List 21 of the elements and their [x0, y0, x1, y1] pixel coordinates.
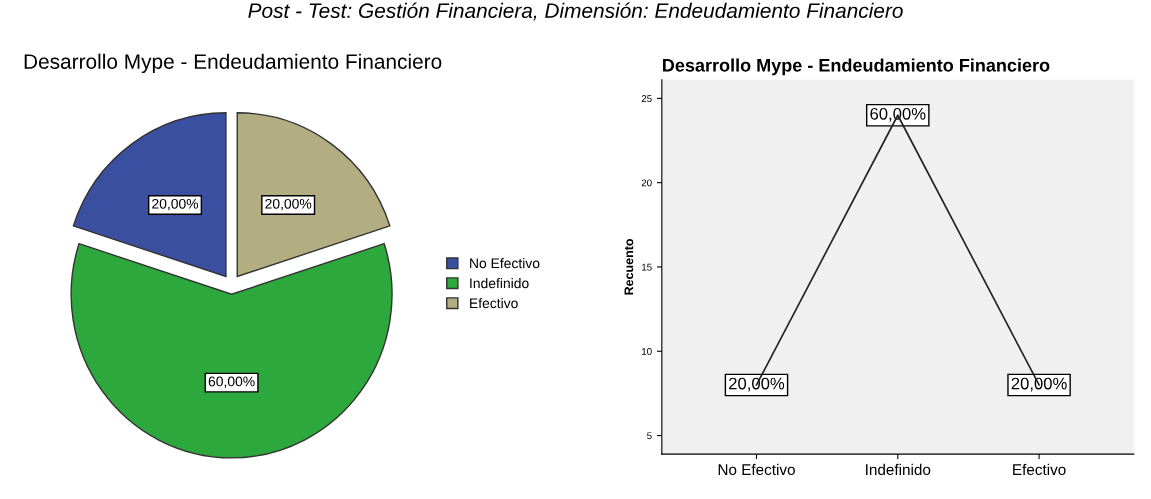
x-tick-label: Efectivo — [1013, 463, 1066, 476]
y-tick-label: 5 — [647, 432, 652, 440]
x-tick-label: Indefinido — [866, 463, 931, 476]
text: Post - Test: Gestión Financiera, Dimensión: Endeudamiento Financiero — [248, 2, 903, 21]
y-tick-label: 20 — [641, 179, 652, 187]
annotation: 20,00% — [729, 377, 785, 392]
y-tick-label: 10 — [642, 347, 652, 355]
data-label: 20,00% — [152, 198, 199, 211]
y-axis-title: Recuento — [624, 238, 634, 295]
data-label: 60,00% — [208, 376, 255, 388]
chart-title: Desarrollo Mype - Endeudamiento Financiero — [24, 53, 442, 74]
legend-label: Indefinido — [470, 277, 529, 289]
annotation: 60,00% — [870, 107, 926, 122]
annotation: 20,00% — [1011, 377, 1067, 392]
data-label: 20,00% — [265, 198, 312, 211]
x-tick-label: No Efectivo — [718, 463, 795, 476]
legend-label: Efectivo — [470, 297, 518, 309]
chart-title: Desarrollo Mype - Endeudamiento Financiero — [663, 58, 1050, 76]
legend-label: No Efectivo — [470, 258, 540, 269]
y-tick-label: 15 — [642, 263, 652, 271]
y-tick-label: 25 — [641, 95, 652, 102]
